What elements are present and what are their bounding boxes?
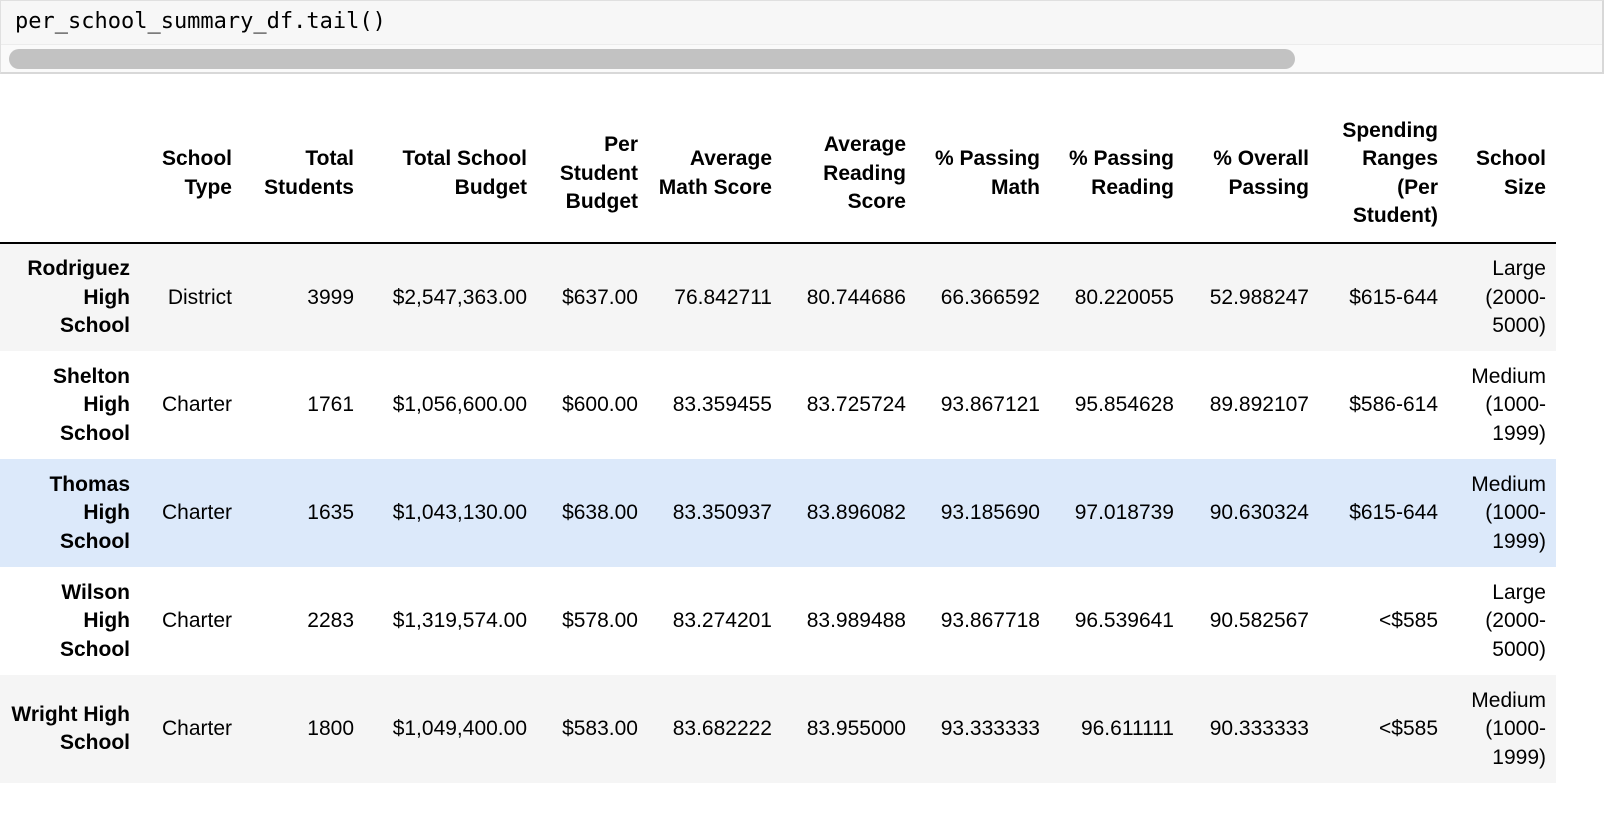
cell-school-size: Medium (1000-1999) <box>1471 364 1546 445</box>
cell-per-student-budget: $583.00 <box>562 717 638 741</box>
cell-pct-passing-math: 66.366592 <box>940 285 1040 309</box>
cell-school-size: Large (2000-5000) <box>1485 580 1546 661</box>
cell-school-type: Charter <box>161 501 232 525</box>
cell-average-reading-score: 83.989488 <box>806 609 906 633</box>
dataframe-output: School Type Total Students Total School … <box>0 103 1606 784</box>
cell-total-school-budget: $1,056,600.00 <box>392 393 527 417</box>
cell-pct-passing-reading: 96.539641 <box>1074 609 1174 633</box>
column-header-pct-passing-math: % Passing Math <box>916 103 1050 245</box>
row-header: Shelton High School <box>53 364 130 445</box>
cell-average-math-score: 83.350937 <box>672 501 772 525</box>
cell-spending-ranges: $615-644 <box>1349 501 1438 525</box>
row-header: Rodriguez High School <box>27 257 130 338</box>
column-header-per-student-budget: Per Student Budget <box>537 103 648 245</box>
column-header-spending-ranges: Spending Ranges (Per Student) <box>1319 103 1448 245</box>
column-header-pct-passing-reading: % Passing Reading <box>1050 103 1184 245</box>
cell-total-students: 1635 <box>307 501 354 525</box>
column-header-school-size: School Size <box>1448 103 1556 245</box>
column-header-total-school-budget: Total School Budget <box>364 103 537 245</box>
horizontal-scrollbar-track[interactable] <box>1 44 1602 72</box>
cell-school-size: Large (2000-5000) <box>1485 257 1546 338</box>
column-header-average-math-score: Average Math Score <box>648 103 782 245</box>
cell-total-students: 1800 <box>307 717 354 741</box>
cell-average-math-score: 83.359455 <box>672 393 772 417</box>
row-header: Wilson High School <box>59 580 130 661</box>
cell-pct-passing-reading: 80.220055 <box>1074 285 1174 309</box>
cell-pct-passing-reading: 95.854628 <box>1074 393 1174 417</box>
cell-pct-overall-passing: 52.988247 <box>1209 285 1309 309</box>
cell-per-student-budget: $578.00 <box>562 609 638 633</box>
cell-average-reading-score: 83.896082 <box>806 501 906 525</box>
cell-average-reading-score: 80.744686 <box>806 285 906 309</box>
column-header-pct-overall-passing: % Overall Passing <box>1184 103 1319 245</box>
corner-header-cell <box>0 103 140 245</box>
row-header: Wright High School <box>11 703 130 755</box>
cell-spending-ranges: $586-614 <box>1349 393 1438 417</box>
table-row-thomas-high-school: Thomas High School Charter 1635 $1,043,1… <box>0 459 1556 568</box>
cell-pct-passing-reading: 97.018739 <box>1074 501 1174 525</box>
cell-total-school-budget: $1,319,574.00 <box>392 609 527 633</box>
cell-pct-overall-passing: 90.630324 <box>1209 501 1309 525</box>
cell-pct-passing-math: 93.867718 <box>940 609 1040 633</box>
cell-spending-ranges: <$585 <box>1379 717 1438 741</box>
cell-average-math-score: 83.274201 <box>672 609 772 633</box>
cell-average-math-score: 76.842711 <box>674 285 772 309</box>
cell-total-school-budget: $1,043,130.00 <box>392 501 527 525</box>
cell-total-school-budget: $2,547,363.00 <box>392 285 527 309</box>
cell-per-student-budget: $600.00 <box>562 393 638 417</box>
cell-pct-passing-reading: 96.611111 <box>1080 717 1174 741</box>
table-row-rodriguez-high-school: Rodriguez High School District 3999 $2,5… <box>0 243 1556 352</box>
cell-pct-passing-math: 93.867121 <box>940 393 1040 417</box>
cell-pct-overall-passing: 90.582567 <box>1209 609 1309 633</box>
cell-school-type: Charter <box>161 609 232 633</box>
per-school-summary-table: School Type Total Students Total School … <box>0 103 1556 784</box>
table-row-shelton-high-school: Shelton High School Charter 1761 $1,056,… <box>0 351 1556 460</box>
cell-school-type: District <box>167 285 232 309</box>
cell-average-reading-score: 83.955000 <box>806 717 906 741</box>
table-row-wilson-high-school: Wilson High School Charter 2283 $1,319,5… <box>0 567 1556 676</box>
cell-spending-ranges: $615-644 <box>1349 285 1438 309</box>
cell-average-reading-score: 83.725724 <box>806 393 906 417</box>
cell-pct-overall-passing: 90.333333 <box>1209 717 1309 741</box>
code-cell: per_school_summary_df.tail() <box>0 0 1604 74</box>
header-row: School Type Total Students Total School … <box>0 103 1556 245</box>
cell-school-size: Medium (1000-1999) <box>1471 472 1546 553</box>
cell-spending-ranges: <$585 <box>1379 609 1438 633</box>
cell-pct-passing-math: 93.185690 <box>940 501 1040 525</box>
cell-school-type: Charter <box>161 393 232 417</box>
column-header-average-reading-score: Average Reading Score <box>782 103 916 245</box>
cell-pct-passing-math: 93.333333 <box>940 717 1040 741</box>
cell-per-student-budget: $637.00 <box>562 285 638 309</box>
cell-total-school-budget: $1,049,400.00 <box>392 717 527 741</box>
column-header-school-type: School Type <box>140 103 242 245</box>
cell-per-student-budget: $638.00 <box>562 501 638 525</box>
cell-school-size: Medium (1000-1999) <box>1471 688 1546 769</box>
cell-total-students: 3999 <box>307 285 354 309</box>
cell-total-students: 2283 <box>307 609 354 633</box>
row-header: Thomas High School <box>49 472 130 553</box>
cell-school-type: Charter <box>161 717 232 741</box>
code-input[interactable]: per_school_summary_df.tail() <box>15 9 386 34</box>
horizontal-scrollbar-thumb[interactable] <box>9 49 1295 69</box>
column-header-total-students: Total Students <box>242 103 364 245</box>
cell-average-math-score: 83.682222 <box>672 717 772 741</box>
cell-pct-overall-passing: 89.892107 <box>1209 393 1309 417</box>
cell-total-students: 1761 <box>307 393 354 417</box>
table-row-wright-high-school: Wright High School Charter 1800 $1,049,4… <box>0 675 1556 784</box>
